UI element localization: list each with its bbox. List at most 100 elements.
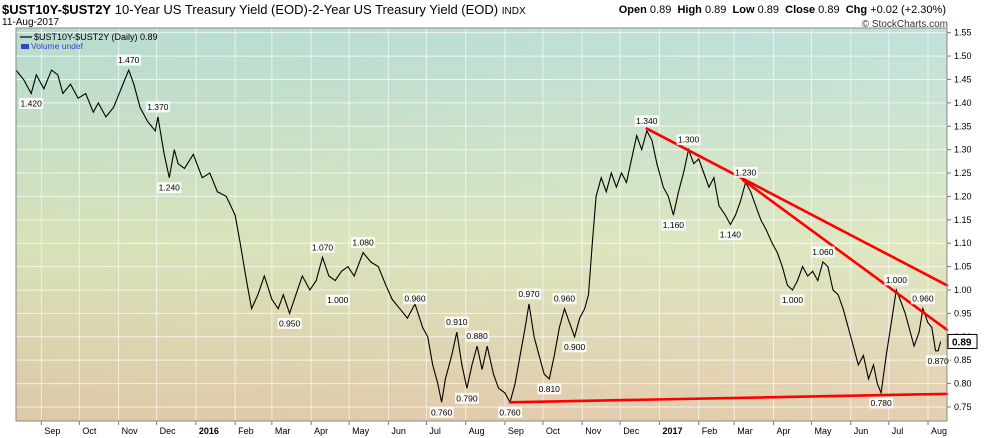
value-label: 1.000 [884, 274, 909, 286]
x-tick-label: Oct [546, 426, 561, 436]
legend: $UST10Y-$UST2Y (Daily) 0.89 Volume undef [20, 32, 158, 51]
value-label-bg [780, 294, 805, 306]
value-label: 1.060 [810, 246, 835, 258]
value-label: 1.230 [733, 166, 758, 178]
value-label-bg [403, 293, 427, 305]
value-label: 0.780 [869, 397, 894, 409]
y-tick-label: 1.45 [954, 74, 972, 84]
x-tick-label: Jul [892, 426, 904, 436]
value-label-bg [429, 406, 454, 418]
value-label-text: 0.960 [912, 294, 934, 304]
x-tick-label: Jul [429, 426, 441, 436]
value-label-bg [277, 317, 302, 329]
x-tick-label: Jun [854, 426, 869, 436]
value-label: 0.870 [926, 355, 951, 367]
y-tick-label: 0.75 [954, 402, 972, 412]
y-tick-label: 0.95 [954, 308, 972, 318]
value-labels: 1.420 1.470 1.370 1.240 0.950 1.070 1.000 1.080… [19, 54, 951, 418]
x-tick-label: Sep [508, 426, 524, 436]
last-value-box [947, 333, 978, 349]
legend-volume-label: Volume undef [31, 41, 84, 51]
trendline-3 [741, 178, 949, 332]
grid [16, 28, 947, 421]
value-label: 1.370 [145, 101, 170, 113]
value-label-text: 0.960 [554, 294, 576, 304]
value-label: 1.420 [19, 98, 44, 109]
value-label-text: 0.870 [927, 356, 949, 366]
value-label-text: 1.000 [886, 275, 908, 285]
open-label: Open [618, 4, 647, 16]
x-tick-label: Oct [82, 426, 97, 436]
value-label-text: 1.140 [720, 230, 742, 240]
value-label-bg [910, 293, 935, 305]
y-tick-label: 1.00 [954, 285, 972, 295]
x-tick-label: Nov [122, 426, 139, 436]
last-value-marker: 0.89 [947, 333, 978, 349]
x-tick-label: 2016 [199, 426, 219, 436]
open-value: 0.89 [649, 4, 672, 16]
y-tick-label: 0.85 [954, 355, 972, 365]
value-label-text: 0.790 [456, 393, 478, 403]
y-tick-label: 1.20 [954, 191, 972, 201]
value-label-text: 1.060 [812, 247, 834, 257]
value-label: 0.960 [403, 293, 427, 305]
value-label-text: 1.420 [21, 99, 43, 109]
value-label-text: 0.950 [279, 318, 301, 328]
value-label-bg [465, 330, 490, 342]
value-label: 0.960 [552, 293, 577, 305]
stockcharts-credit: © StockCharts.com [861, 19, 948, 30]
trendlines [508, 127, 949, 404]
x-tick-label: May [352, 426, 370, 436]
value-label-text: 0.900 [564, 342, 586, 352]
y-tick-label: 1.25 [954, 168, 972, 178]
high-value: 0.89 [704, 4, 727, 16]
value-label-text: 0.810 [539, 384, 561, 394]
value-label: 0.900 [562, 341, 587, 353]
x-tick-label: Aug [469, 426, 485, 436]
x-tick-label: Jun [391, 426, 406, 436]
quote-summary: Open 0.89 High 0.89 Low 0.89 Close 0.89 … [619, 4, 946, 16]
low-value: 0.89 [757, 4, 779, 16]
x-axis: Sep Oct Nov Dec 2016 Feb Mar Apr May Jun Jul Aug Sep… [40, 421, 947, 436]
value-label-bg [157, 182, 182, 194]
x-tick-label: Nov [585, 426, 602, 436]
x-tick-label: Apr [776, 426, 790, 436]
y-tick-label: 1.50 [954, 51, 972, 61]
value-label-text: 1.370 [147, 102, 169, 112]
value-label-bg [810, 246, 835, 258]
value-label-bg [676, 134, 701, 146]
value-label-bg [351, 237, 376, 249]
value-label: 0.760 [498, 406, 522, 418]
x-tick-label: Apr [314, 426, 328, 436]
value-label-bg [869, 397, 894, 409]
x-tick-label: 2017 [662, 426, 682, 436]
value-label-bg [145, 101, 170, 113]
y-tick-label: 1.55 [954, 28, 972, 38]
value-label-text: 1.080 [352, 238, 374, 248]
value-label: 1.470 [116, 54, 141, 66]
legend-price-label: $UST10Y-$UST2Y (Daily) 0.89 [34, 32, 158, 42]
value-label-text: 1.000 [327, 295, 349, 305]
low-label: Low [732, 4, 755, 16]
value-label-bg [19, 98, 44, 109]
x-tick-label: Dec [623, 426, 640, 436]
chg-value: +0.02 (+2.30%) [870, 4, 946, 16]
price-series-line [15, 68, 942, 404]
value-label-bg [498, 406, 522, 418]
value-label-text: 0.880 [466, 331, 488, 341]
close-value: 0.89 [818, 4, 840, 16]
value-label: 0.790 [454, 392, 479, 404]
x-tick-label: May [814, 426, 832, 436]
exchange: INDX [501, 6, 526, 17]
plot-border [15, 27, 948, 422]
last-value-text: 0.89 [952, 337, 972, 348]
value-label-bg [884, 274, 909, 286]
value-label: 1.000 [325, 294, 350, 306]
y-tick-label: 1.15 [954, 215, 972, 225]
value-label-bg [634, 115, 659, 127]
y-tick-label: 1.10 [954, 238, 972, 248]
value-label-bg [562, 341, 587, 353]
trendline-1 [508, 392, 949, 404]
close-label: Close [785, 4, 816, 16]
